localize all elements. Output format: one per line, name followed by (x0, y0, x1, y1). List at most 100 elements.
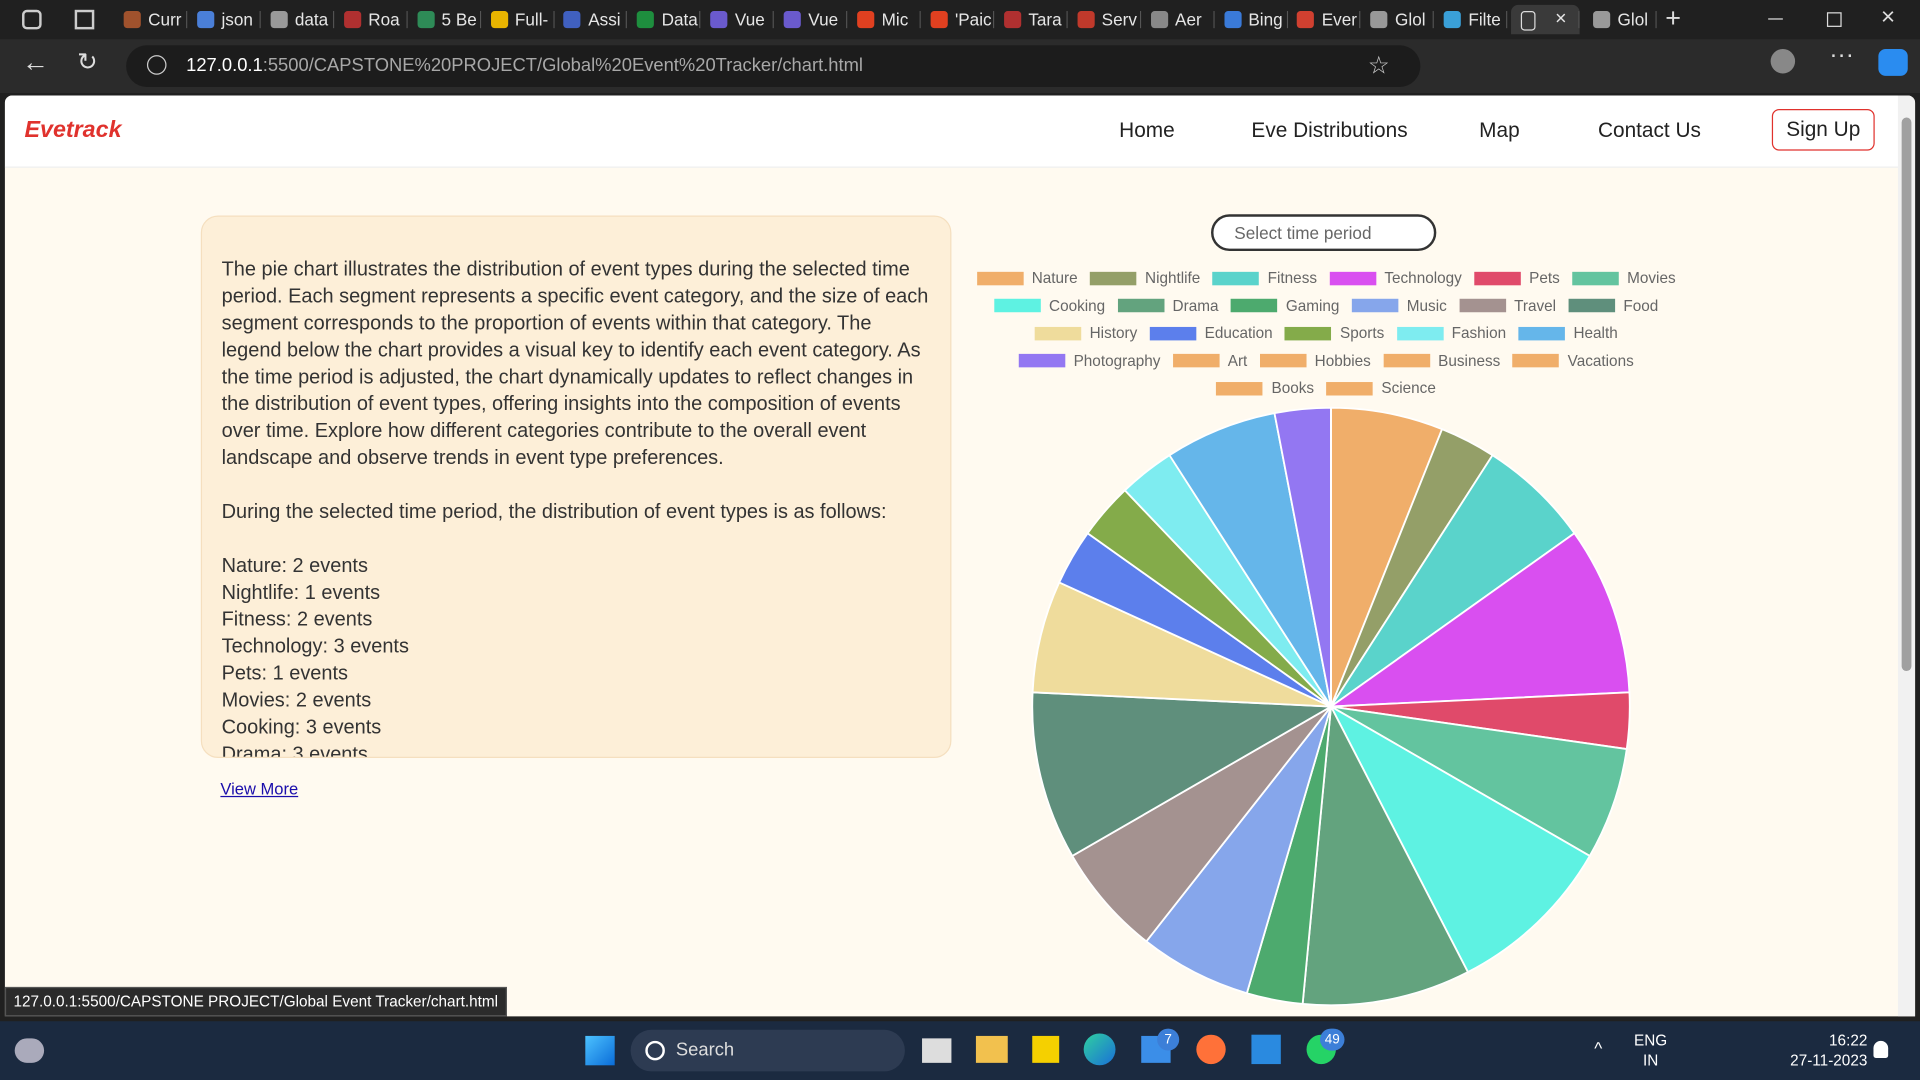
legend-item[interactable]: Drama (1117, 292, 1218, 320)
tab[interactable]: Bing (1217, 5, 1288, 34)
weather-icon[interactable] (14, 1038, 45, 1063)
clock[interactable]: 16:22 27-11-2023 (1782, 1031, 1868, 1070)
legend-item[interactable]: Nightlife (1089, 264, 1200, 292)
notes-icon[interactable] (1032, 1035, 1060, 1063)
site-info-icon[interactable] (146, 55, 167, 75)
legend-item[interactable]: Books (1216, 375, 1314, 403)
legend-swatch (1149, 326, 1197, 341)
tab-title: 'Paic (954, 9, 992, 30)
tab[interactable]: Aer (1143, 5, 1215, 34)
tab[interactable]: Glol (1586, 5, 1657, 34)
tab[interactable]: 'Paic (923, 5, 995, 34)
time: 16:22 (1829, 1032, 1868, 1050)
active-tab[interactable]: × (1511, 4, 1580, 35)
close-tab[interactable]: × (1555, 8, 1567, 30)
new-tab[interactable]: + (1665, 2, 1682, 34)
legend-item[interactable]: Technology (1329, 264, 1462, 292)
legend-swatch (1172, 354, 1220, 368)
legend-label: Books (1271, 379, 1315, 398)
tab[interactable]: Data (630, 5, 701, 34)
legend-item[interactable]: Education (1149, 320, 1273, 348)
legend-label: Health (1573, 324, 1618, 342)
tab[interactable]: Vue (703, 5, 775, 34)
nav-link[interactable]: Contact Us (1597, 118, 1701, 143)
legend-item[interactable]: Nature (976, 264, 1078, 292)
legend-item[interactable]: Cooking (993, 292, 1105, 320)
tab[interactable]: data (263, 5, 335, 34)
scroll-thumb[interactable] (1901, 117, 1912, 672)
copilot-icon[interactable] (1878, 48, 1908, 76)
legend-label: Science (1381, 379, 1436, 398)
firefox-icon[interactable] (1196, 1034, 1226, 1065)
start-button[interactable] (585, 1035, 615, 1066)
nav-link[interactable]: Map (1479, 118, 1520, 143)
profile-icon[interactable] (1770, 48, 1796, 74)
legend-item[interactable]: Business (1383, 347, 1500, 375)
workspaces-icon[interactable] (22, 9, 42, 30)
badge: 7 (1157, 1028, 1180, 1051)
tab[interactable]: Vue (776, 5, 848, 34)
legend-item[interactable]: Science (1326, 375, 1436, 403)
date: 27-11-2023 (1790, 1051, 1868, 1069)
minimize[interactable] (1768, 18, 1783, 20)
explorer-icon[interactable] (975, 1035, 1008, 1063)
tab[interactable]: Roa (336, 5, 408, 34)
pie-slice (1327, 531, 1631, 708)
tab[interactable]: Tara (996, 5, 1068, 34)
vscode-icon[interactable] (1251, 1034, 1281, 1065)
sign-up-button[interactable]: Sign Up (1771, 108, 1875, 151)
time-period-select[interactable]: Select time period (1211, 214, 1437, 252)
legend-item[interactable]: Sports (1284, 320, 1384, 348)
nav-link[interactable]: Home (1119, 118, 1175, 143)
legend-item[interactable]: Gaming (1230, 292, 1339, 320)
tab-bar: × + × Curr json data Roa 5 Be Full- Assi Data Vu… (0, 0, 1920, 40)
tab[interactable]: Full- (483, 5, 555, 34)
legend-item[interactable]: Pets (1474, 264, 1560, 292)
legend-item[interactable]: Food (1568, 292, 1658, 320)
favorite-star[interactable]: ☆ (1367, 52, 1390, 80)
paragraph: The pie chart illustrates the distributi… (221, 258, 929, 469)
close-window[interactable]: × (1880, 3, 1896, 31)
legend-item[interactable]: Music (1351, 292, 1447, 320)
tab-icon (270, 11, 288, 29)
tab[interactable]: Ever (1290, 5, 1361, 34)
legend-swatch (993, 299, 1041, 313)
legend-item[interactable]: Travel (1459, 292, 1556, 320)
language[interactable]: ENG IN (1629, 1031, 1673, 1070)
notifications[interactable] (1873, 1040, 1889, 1058)
legend-item[interactable]: Hobbies (1259, 347, 1371, 375)
back-button[interactable]: ← (22, 46, 49, 78)
legend-item[interactable]: Fashion (1396, 320, 1506, 348)
edge-icon[interactable] (1083, 1033, 1116, 1066)
tab[interactable]: Curr (116, 5, 188, 34)
search-box[interactable] (630, 1029, 905, 1072)
tab[interactable]: json (190, 5, 261, 34)
legend-item[interactable]: Fitness (1212, 264, 1317, 292)
legend-item[interactable]: Vacations (1512, 347, 1634, 375)
tab-icon (857, 11, 875, 29)
legend-item[interactable]: Movies (1572, 264, 1676, 292)
tab[interactable]: Filte (1437, 5, 1508, 34)
refresh-button[interactable]: ↻ (77, 48, 98, 76)
legend-item[interactable]: Photography (1018, 347, 1160, 375)
legend-item[interactable]: History (1034, 320, 1137, 348)
tab-actions-icon[interactable] (74, 9, 95, 30)
legend-label: Travel (1514, 297, 1557, 315)
status-url: 127.0.0.1:5500/CAPSTONE PROJECT/Global E… (4, 986, 507, 1017)
nav-link[interactable]: Eve Distributions (1251, 118, 1408, 143)
task-view[interactable] (922, 1038, 952, 1063)
tab[interactable]: Serv (1070, 5, 1141, 34)
legend-item[interactable]: Health (1518, 320, 1618, 348)
tab[interactable]: Assi (556, 5, 628, 34)
tab[interactable]: Mic (850, 5, 921, 34)
tab[interactable]: Glol (1363, 5, 1435, 34)
legend-item[interactable]: Art (1172, 347, 1247, 375)
restore[interactable] (1826, 12, 1842, 27)
logo[interactable]: Evetrack (24, 117, 122, 144)
view-more-link[interactable]: View More (220, 780, 299, 799)
tab[interactable]: 5 Be (410, 5, 481, 34)
legend-swatch (1259, 354, 1307, 368)
tray-chevron[interactable]: ^ (1594, 1038, 1603, 1058)
url-box[interactable]: ☆ (126, 45, 1421, 87)
menu-button[interactable]: ··· (1829, 41, 1854, 69)
